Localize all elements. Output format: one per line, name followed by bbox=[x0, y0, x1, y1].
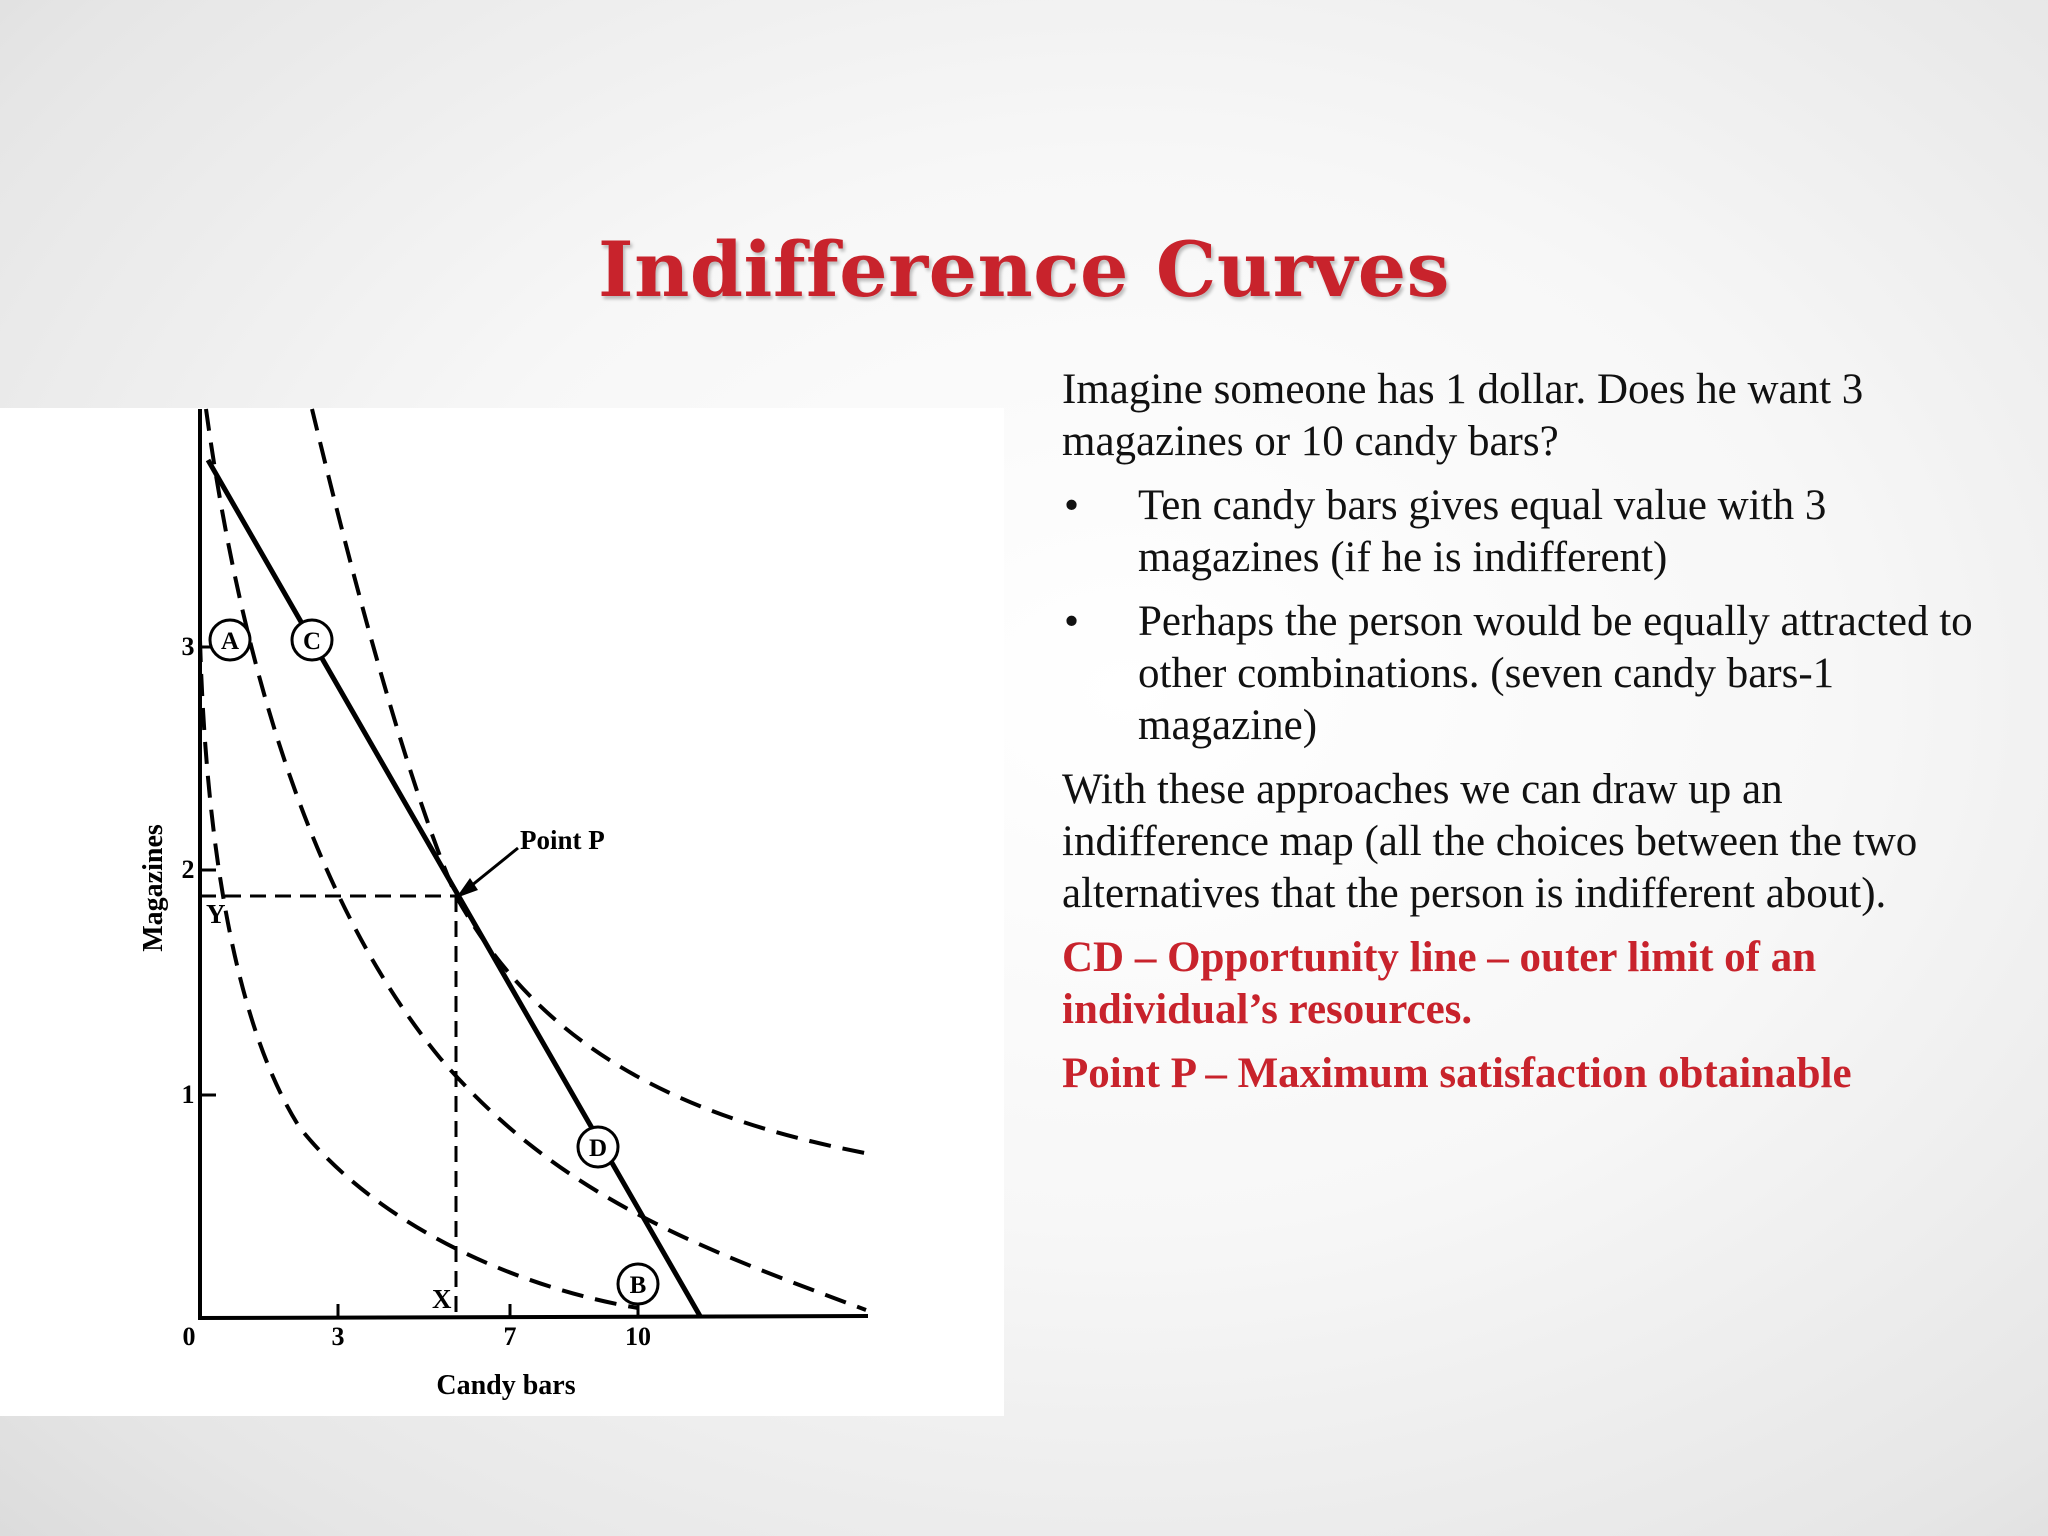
indifference-map-paragraph: With these approaches we can draw up an … bbox=[1062, 766, 1918, 917]
opportunity-line-definition: CD – Opportunity line – outer limit of a… bbox=[1062, 934, 1817, 1033]
point-d-label: D bbox=[589, 1135, 607, 1162]
point-c-label: C bbox=[303, 628, 321, 655]
point-b-marker: B bbox=[616, 1262, 660, 1306]
bullet-list: • Ten candy bars gives equal value with … bbox=[1062, 480, 1982, 752]
y-tick-label-2: 2 bbox=[182, 855, 195, 884]
y-tick-label-3: 3 bbox=[182, 632, 195, 661]
point-d-marker: D bbox=[576, 1125, 620, 1169]
point-c-marker: C bbox=[290, 618, 334, 662]
point-p-arrow-shaft bbox=[465, 846, 519, 892]
bullet-item: • Perhaps the person would be equally at… bbox=[1062, 596, 1982, 752]
y-axis-label: Magazines bbox=[138, 824, 169, 952]
bullet-text: Perhaps the person would be equally attr… bbox=[1138, 598, 1973, 749]
bullet-dot: • bbox=[1064, 598, 1080, 645]
slide-title: Indifference Curves bbox=[598, 225, 1450, 314]
indifference-curve-diagram: A C D B Point P Y X 3 2 1 0 3 7 10 Candy… bbox=[0, 408, 1004, 1416]
x-axis-label: Candy bars bbox=[436, 1370, 575, 1401]
point-a-label: A bbox=[221, 628, 239, 655]
point-b-label: B bbox=[630, 1272, 647, 1299]
point-a-marker: A bbox=[208, 618, 252, 662]
y-point-label: Y bbox=[206, 899, 226, 929]
x-point-label: X bbox=[432, 1284, 452, 1314]
indifference-curve-ab bbox=[198, 639, 639, 1310]
x-tick-label-7: 7 bbox=[504, 1322, 517, 1351]
indifference-curve-outer bbox=[310, 408, 871, 1156]
point-p-arrowhead bbox=[456, 878, 478, 898]
intro-paragraph: Imagine someone has 1 dollar. Does he wa… bbox=[1062, 366, 1864, 465]
x-tick-label-3: 3 bbox=[332, 1322, 345, 1351]
x-tick-label-10: 10 bbox=[625, 1322, 651, 1351]
y-tick-label-1: 1 bbox=[182, 1080, 195, 1109]
bullet-item: • Ten candy bars gives equal value with … bbox=[1062, 480, 1982, 584]
opportunity-line-cd bbox=[205, 458, 703, 1318]
diagram-canvas: A C D B Point P Y X 3 2 1 0 3 7 10 Candy… bbox=[138, 408, 871, 1401]
point-p-label: Point P bbox=[520, 825, 605, 855]
bullet-dot: • bbox=[1064, 482, 1080, 529]
indifference-curve-middle bbox=[204, 408, 867, 1312]
point-p-definition: Point P – Maximum satisfaction obtainabl… bbox=[1062, 1050, 1852, 1097]
bullet-text: Ten candy bars gives equal value with 3 … bbox=[1138, 482, 1827, 581]
x-axis bbox=[197, 1314, 869, 1320]
explanation-panel: Imagine someone has 1 dollar. Does he wa… bbox=[1062, 364, 1982, 1112]
origin-label: 0 bbox=[183, 1322, 196, 1351]
